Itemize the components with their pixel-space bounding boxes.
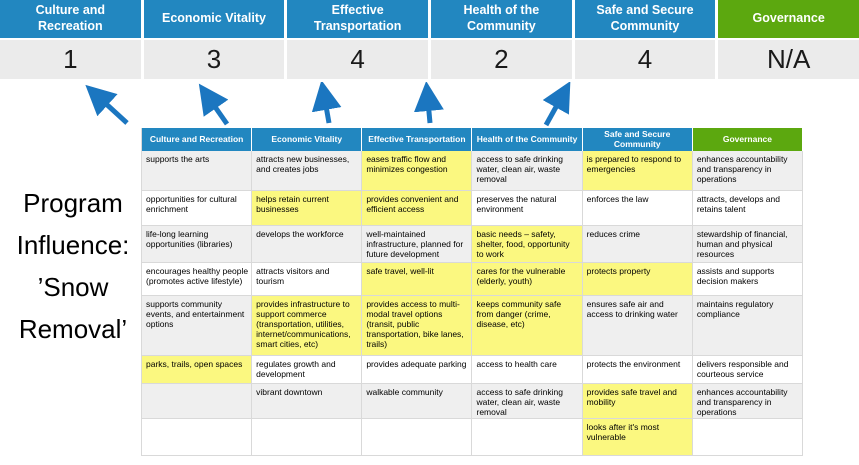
matrix-cell-r3-c4: basic needs – safety, shelter, food, opp…	[472, 226, 583, 263]
matrix-cell-r1-c6: enhances accountability and transparency…	[692, 151, 803, 191]
matrix-cell-r1-c2: attracts new businesses, and creates job…	[252, 151, 363, 191]
priority-header-economic-vitality: Economic Vitality	[143, 0, 285, 38]
up-arrow-5	[542, 82, 571, 127]
matrix-cell-r5-c5: ensures safe air and access to drinking …	[582, 296, 693, 356]
matrix-cell-r8-c2	[252, 419, 363, 456]
matrix-header-governance: Governance	[692, 128, 803, 151]
matrix-header-effective-transportation: Effective Transportation	[362, 128, 473, 151]
matrix-cell-r8-c3	[362, 419, 473, 456]
matrix-cell-r8-c6	[692, 419, 803, 456]
matrix-cell-r5-c6: maintains regulatory compliance	[692, 296, 803, 356]
matrix-cell-r6-c6: delivers responsible and courteous servi…	[692, 356, 803, 384]
matrix-cell-r1-c1: supports the arts	[142, 151, 253, 191]
priority-matrix-table: Culture and Recreation Economic Vitality E…	[141, 128, 803, 456]
matrix-cell-r7-c4: access to safe drinking water, clean air…	[472, 384, 583, 419]
matrix-cell-r2-c6: attracts, develops and retains talent	[692, 191, 803, 226]
matrix-cell-r8-c1	[142, 419, 253, 456]
matrix-header-culture-and-recreation: Culture and Recreation	[142, 128, 253, 151]
matrix-cell-r7-c1	[142, 384, 253, 419]
priority-score-effective-transportation: 4	[287, 40, 428, 79]
matrix-cell-r3-c5: reduces crime	[582, 226, 693, 263]
priority-header-safe-and-secure-community: Safe and Secure Community	[574, 0, 716, 38]
matrix-cell-r2-c1: opportunities for cultural enrichment	[142, 191, 253, 226]
matrix-cell-r4-c6: assists and supports decision makers	[692, 263, 803, 296]
matrix-cell-r3-c3: well-maintained infrastructure, planned …	[362, 226, 473, 263]
priority-score-governance: N/A	[718, 40, 859, 79]
matrix-cell-r1-c5: is prepared to respond to emergencies	[582, 151, 693, 191]
matrix-cell-r1-c3: eases traffic flow and minimizes congest…	[362, 151, 473, 191]
matrix-cell-r8-c4	[472, 419, 583, 456]
priority-score-culture-and-recreation: 1	[0, 40, 141, 79]
matrix-cell-r6-c4: access to health care	[472, 356, 583, 384]
up-arrow-2	[198, 83, 230, 126]
matrix-cell-r7-c2: vibrant downtown	[252, 384, 363, 419]
matrix-cell-r4-c1: encourages healthy people (promotes acti…	[142, 263, 253, 296]
matrix-header-health-of-the-community: Health of the Community	[472, 128, 583, 151]
priority-header-row: Culture and Recreation Economic Vitality E…	[0, 0, 859, 38]
matrix-cell-r7-c5: provides safe travel and mobility	[582, 384, 693, 419]
matrix-cell-r3-c6: stewardship of financial, human and phys…	[692, 226, 803, 263]
up-arrow-3	[311, 82, 342, 124]
matrix-cell-r6-c2: regulates growth and development	[252, 356, 363, 384]
matrix-cell-r6-c3: provides adequate parking	[362, 356, 473, 384]
priority-score-economic-vitality: 3	[143, 40, 285, 79]
matrix-cell-r4-c5: protects property	[582, 263, 693, 296]
matrix-cell-r3-c2: develops the workforce	[252, 226, 363, 263]
up-arrow-4	[413, 82, 444, 124]
priority-header-culture-and-recreation: Culture and Recreation	[0, 0, 141, 38]
program-influence-title: Program Influence: ’Snow Removal’	[16, 188, 130, 345]
matrix-cell-r5-c4: keeps community safe from danger (crime,…	[472, 296, 583, 356]
matrix-cell-r8-c5: looks after it's most vulnerable	[582, 419, 693, 456]
matrix-cell-r4-c2: attracts visitors and tourism	[252, 263, 363, 296]
matrix-cell-r1-c4: access to safe drinking water, clean air…	[472, 151, 583, 191]
matrix-body: supports the arts attracts new businesses…	[142, 151, 803, 456]
priority-score-row: 1 3 4 2 4 N/A	[0, 40, 859, 79]
matrix-cell-r3-c1: life-long learning opportunities (librar…	[142, 226, 253, 263]
matrix-cell-r4-c4: cares for the vulnerable (elderly, youth…	[472, 263, 583, 296]
matrix-cell-r5-c3: provides access to multi-modal travel op…	[362, 296, 473, 356]
matrix-cell-r6-c5: protects the environment	[582, 356, 693, 384]
priority-score-safe-and-secure-community: 4	[574, 40, 716, 79]
up-arrow-1	[85, 84, 129, 125]
matrix-cell-r2-c3: provides convenient and efficient access	[362, 191, 473, 226]
matrix-cell-r4-c3: safe travel, well-lit	[362, 263, 473, 296]
matrix-cell-r5-c1: supports community events, and entertain…	[142, 296, 253, 356]
matrix-cell-r7-c3: walkable community	[362, 384, 473, 419]
matrix-cell-r6-c1: parks, trails, open spaces	[142, 356, 253, 384]
priority-header-governance: Governance	[718, 0, 859, 38]
priority-score-health-of-the-community: 2	[431, 40, 572, 79]
priority-header-effective-transportation: Effective Transportation	[287, 0, 428, 38]
matrix-header-row: Culture and Recreation Economic Vitality E…	[142, 128, 803, 151]
matrix-cell-r2-c4: preserves the natural environment	[472, 191, 583, 226]
matrix-cell-r7-c6: enhances accountability and transparency…	[692, 384, 803, 419]
priority-header-health-of-the-community: Health of the Community	[431, 0, 572, 38]
influence-arrows	[85, 82, 571, 127]
matrix-cell-r2-c2: helps retain current businesses	[252, 191, 363, 226]
matrix-cell-r5-c2: provides infrastructure to support comme…	[252, 296, 363, 356]
matrix-header-safe-and-secure-community: Safe and Secure Community	[582, 128, 693, 151]
matrix-cell-r2-c5: enforces the law	[582, 191, 693, 226]
matrix-header-economic-vitality: Economic Vitality	[252, 128, 363, 151]
